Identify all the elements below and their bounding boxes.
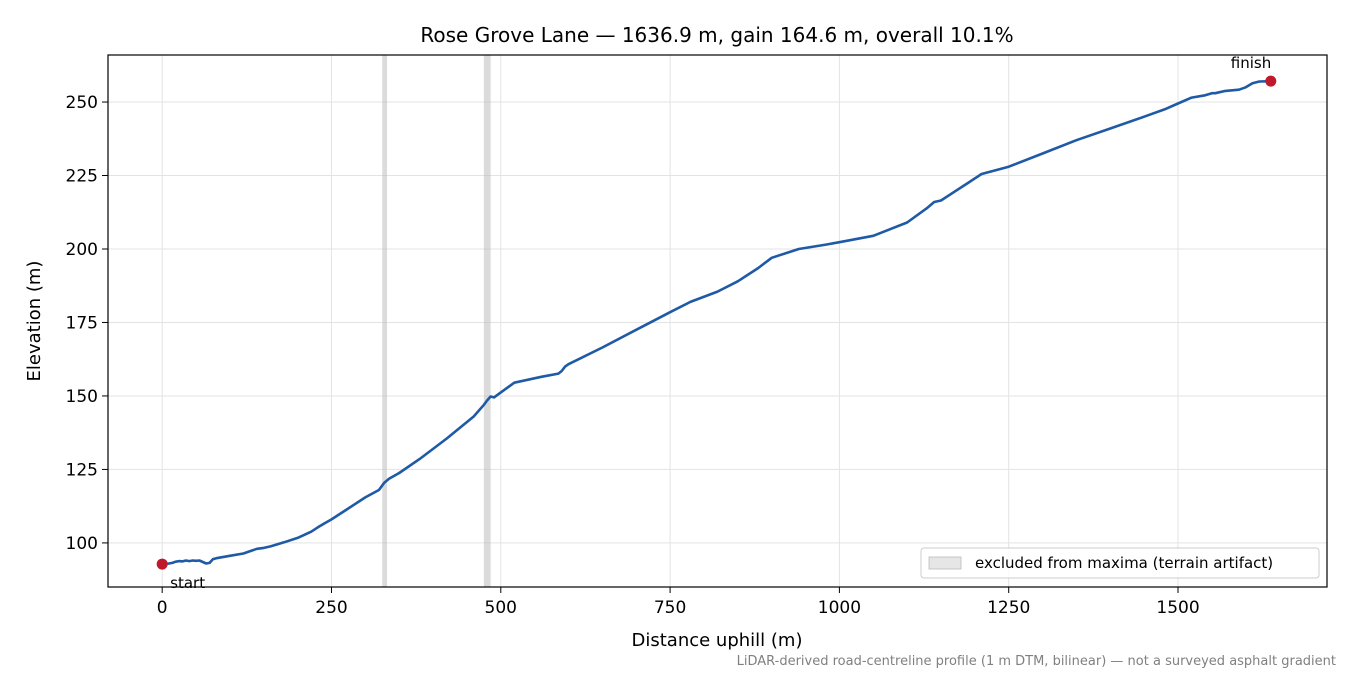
y-tick-label: 225: [66, 167, 98, 187]
legend-box: [920, 547, 1320, 579]
series-layer: [162, 79, 1271, 566]
chart-title: Rose Grove Lane — 1636.9 m, gain 164.6 m…: [420, 23, 1013, 47]
elevation-line: [162, 79, 1271, 566]
start-marker: [156, 558, 168, 570]
start-label: start: [170, 574, 205, 592]
legend-swatch: [928, 556, 962, 570]
y-tick-label: 125: [66, 460, 98, 480]
x-tick-label: 250: [315, 598, 347, 618]
excluded-band: [483, 55, 491, 587]
finish-label: finish: [1231, 54, 1271, 72]
x-tick-label: 750: [654, 598, 686, 618]
y-axis-ticks: 100 125 150 175 200 225 250: [66, 93, 108, 554]
finish-marker: [1265, 75, 1277, 87]
x-tick-label: 1250: [987, 598, 1030, 618]
x-tick-label: 1500: [1156, 598, 1199, 618]
x-axis-label: Distance uphill (m): [632, 630, 803, 651]
legend-label: excluded from maxima (terrain artifact): [975, 554, 1273, 572]
plot-frame: [107, 54, 1328, 588]
y-tick-label: 100: [66, 534, 98, 554]
excluded-band: [382, 55, 388, 587]
y-tick-label: 175: [66, 313, 98, 333]
x-tick-label: 1000: [818, 598, 861, 618]
y-axis-label: Elevation (m): [24, 261, 45, 382]
excluded-bands: [382, 55, 491, 587]
x-tick-label: 500: [485, 598, 517, 618]
endpoint-markers: start finish: [156, 54, 1277, 592]
x-axis-ticks: 0 250 500 750 1000 1250 1500: [157, 587, 1200, 618]
grid-lines: [108, 55, 1327, 587]
y-tick-label: 250: [66, 93, 98, 113]
x-tick-label: 0: [157, 598, 168, 618]
y-tick-label: 150: [66, 387, 98, 407]
y-tick-label: 200: [66, 240, 98, 260]
legend: excluded from maxima (terrain artifact): [920, 547, 1320, 579]
footnote: LiDAR-derived road-centreline profile (1…: [737, 654, 1336, 669]
